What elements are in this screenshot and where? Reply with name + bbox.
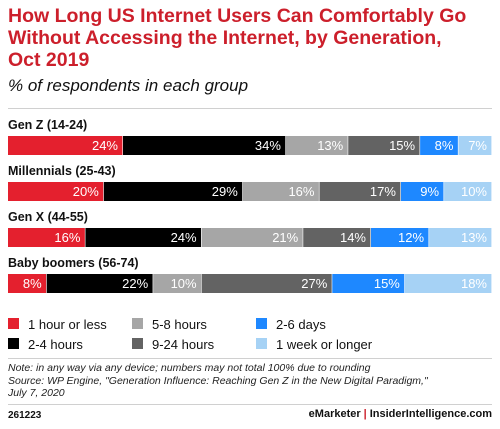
data-label: 18%: [461, 276, 487, 291]
bar-segment: [242, 182, 319, 201]
legend-label: 1 hour or less: [28, 317, 107, 332]
data-label: 24%: [92, 138, 118, 153]
bar-segment: [371, 228, 429, 247]
bar-segment: [46, 274, 153, 293]
data-label: 16%: [54, 230, 80, 245]
data-label: 16%: [288, 184, 314, 199]
bar-segment: [404, 274, 492, 293]
bar-segment: [429, 228, 492, 247]
brand-credit: eMarketer | InsiderIntelligence.com: [309, 408, 492, 420]
chart-title: How Long US Internet Users Can Comfortab…: [8, 5, 467, 71]
bar-segment: [103, 182, 243, 201]
chart-id: 261223: [8, 410, 42, 421]
legend-swatch: [132, 318, 143, 329]
bar-segment: [123, 136, 286, 155]
data-label: 12%: [398, 230, 424, 245]
data-label: 17%: [370, 184, 396, 199]
data-label: 29%: [212, 184, 238, 199]
data-label: 10%: [461, 184, 487, 199]
data-label: 7%: [468, 138, 487, 153]
data-label: 8%: [435, 138, 454, 153]
legend-swatch: [8, 338, 19, 349]
data-label: 13%: [317, 138, 343, 153]
bar-segment: [303, 228, 371, 247]
data-label: 8%: [23, 276, 42, 291]
bar-segment: [8, 136, 123, 155]
bar-segment: [348, 136, 420, 155]
bar-segment: [400, 182, 444, 201]
data-label: 10%: [171, 276, 197, 291]
bar-segment: [201, 274, 332, 293]
legend-swatch: [256, 338, 267, 349]
category-label: Gen Z (14-24): [8, 118, 88, 132]
bar-segment: [332, 274, 405, 293]
data-label: 34%: [255, 138, 281, 153]
bar-segment: [8, 274, 47, 293]
bar-segment: [285, 136, 348, 155]
data-label: 15%: [389, 138, 415, 153]
note-line: Note: in any way via any device; numbers…: [8, 362, 371, 374]
data-label: 14%: [340, 230, 366, 245]
note-line: Source: WP Engine, "Generation Influence…: [8, 374, 428, 387]
brand-separator: |: [363, 408, 367, 420]
bar-segment: [153, 274, 201, 293]
chart-note: Note: in any way via any device; numbers…: [8, 362, 488, 400]
data-label: 22%: [122, 276, 148, 291]
bar-segment: [458, 136, 492, 155]
header-divider: [8, 108, 492, 109]
legend-label: 2-6 days: [276, 317, 326, 332]
category-label: Baby boomers (56-74): [8, 256, 139, 270]
legend-label: 1 week or longer: [276, 337, 373, 352]
data-label: 15%: [374, 276, 400, 291]
note-line: July 7, 2020: [8, 387, 65, 399]
bar-segment: [420, 136, 458, 155]
bar-segment: [444, 182, 492, 201]
chart-subtitle: % of respondents in each group: [8, 76, 249, 95]
legend-label: 9-24 hours: [152, 337, 215, 352]
legend-label: 5-8 hours: [152, 317, 207, 332]
legend-swatch: [256, 318, 267, 329]
brand-emarketer: eMarketer: [308, 408, 361, 420]
footer-bottom-divider: [8, 404, 492, 405]
footer-divider: [8, 358, 492, 359]
data-label: 20%: [73, 184, 99, 199]
brand-insider-intelligence: InsiderIntelligence.com: [369, 408, 492, 420]
data-label: 13%: [461, 230, 487, 245]
bar-segment: [85, 228, 201, 247]
data-label: 24%: [171, 230, 197, 245]
category-label: Gen X (44-55): [8, 210, 88, 224]
bar-segment: [8, 182, 104, 201]
legend-swatch: [132, 338, 143, 349]
data-label: 9%: [420, 184, 439, 199]
data-label: 21%: [272, 230, 298, 245]
bar-segment: [319, 182, 401, 201]
bar-segment: [201, 228, 303, 247]
category-label: Millennials (25-43): [8, 164, 116, 178]
data-label: 27%: [301, 276, 327, 291]
legend-swatch: [8, 318, 19, 329]
bar-segment: [8, 228, 85, 247]
legend-label: 2-4 hours: [28, 337, 83, 352]
